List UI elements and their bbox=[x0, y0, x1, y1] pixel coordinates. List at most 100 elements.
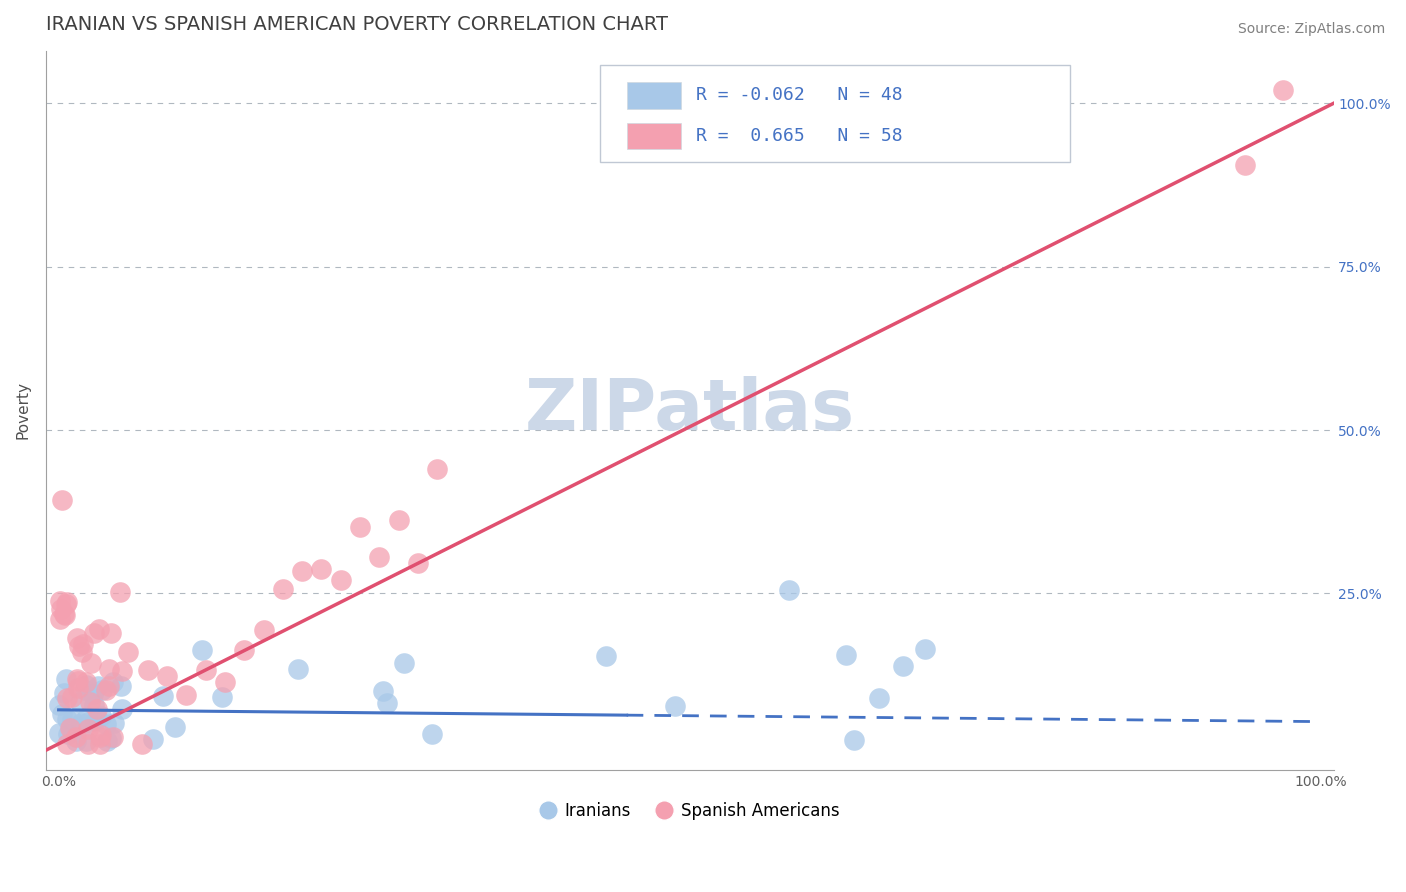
Point bbox=[65, 730, 87, 744]
Point bbox=[86, 702, 108, 716]
Point bbox=[66, 632, 89, 646]
Point bbox=[252, 623, 274, 637]
Point bbox=[60, 714, 83, 728]
Point bbox=[84, 714, 107, 729]
Point bbox=[131, 737, 153, 751]
Point bbox=[87, 679, 110, 693]
Point bbox=[100, 625, 122, 640]
Point bbox=[53, 686, 76, 700]
Point bbox=[48, 594, 70, 608]
Text: R =  0.665   N = 58: R = 0.665 N = 58 bbox=[696, 127, 903, 145]
Point bbox=[110, 585, 132, 599]
Point bbox=[55, 673, 77, 687]
Point bbox=[233, 643, 256, 657]
Point bbox=[1234, 158, 1257, 172]
Point bbox=[349, 520, 371, 534]
Point bbox=[291, 564, 314, 578]
Point bbox=[778, 583, 800, 598]
Text: R = -0.062   N = 48: R = -0.062 N = 48 bbox=[696, 87, 903, 104]
Point bbox=[90, 728, 112, 742]
Point bbox=[49, 602, 72, 616]
Point bbox=[110, 680, 132, 694]
Point bbox=[82, 687, 104, 701]
Point bbox=[89, 622, 111, 636]
Point bbox=[211, 690, 233, 704]
Point bbox=[176, 688, 198, 702]
Point bbox=[48, 612, 70, 626]
Point bbox=[426, 462, 449, 476]
Point bbox=[86, 711, 108, 725]
Point bbox=[891, 659, 914, 673]
Point bbox=[96, 734, 118, 748]
Point bbox=[136, 663, 159, 677]
Point bbox=[53, 607, 76, 622]
Point bbox=[55, 597, 77, 611]
Point bbox=[48, 698, 70, 712]
Point bbox=[842, 732, 865, 747]
Point bbox=[329, 573, 352, 587]
FancyBboxPatch shape bbox=[627, 123, 681, 149]
Point bbox=[111, 664, 134, 678]
Point bbox=[67, 681, 90, 695]
Point bbox=[1272, 83, 1295, 97]
Point bbox=[65, 734, 87, 748]
Point bbox=[142, 731, 165, 746]
Text: IRANIAN VS SPANISH AMERICAN POVERTY CORRELATION CHART: IRANIAN VS SPANISH AMERICAN POVERTY CORR… bbox=[46, 15, 668, 34]
Point bbox=[101, 675, 124, 690]
Point bbox=[75, 734, 97, 748]
Point bbox=[214, 674, 236, 689]
Text: ZIPatlas: ZIPatlas bbox=[524, 376, 855, 445]
Point bbox=[98, 679, 121, 693]
Point bbox=[90, 708, 112, 723]
Point bbox=[422, 727, 444, 741]
Point bbox=[117, 645, 139, 659]
Point bbox=[94, 717, 117, 731]
Point bbox=[77, 715, 100, 730]
Point bbox=[914, 641, 936, 656]
Point bbox=[83, 698, 105, 713]
Point bbox=[56, 712, 79, 726]
Point bbox=[67, 639, 90, 653]
Point bbox=[77, 722, 100, 736]
Point bbox=[55, 595, 77, 609]
Point bbox=[101, 730, 124, 744]
Y-axis label: Poverty: Poverty bbox=[15, 382, 30, 440]
Text: Source: ZipAtlas.com: Source: ZipAtlas.com bbox=[1237, 22, 1385, 37]
FancyBboxPatch shape bbox=[599, 65, 1070, 162]
FancyBboxPatch shape bbox=[627, 82, 681, 109]
Point bbox=[311, 562, 333, 576]
Point bbox=[56, 691, 79, 706]
Point bbox=[194, 664, 217, 678]
Point bbox=[368, 549, 391, 564]
Point bbox=[271, 582, 294, 596]
Point bbox=[834, 648, 856, 662]
Point bbox=[595, 649, 617, 664]
Point bbox=[664, 698, 686, 713]
Point bbox=[70, 644, 93, 658]
Point bbox=[51, 493, 73, 508]
Point bbox=[100, 731, 122, 745]
Point bbox=[152, 690, 174, 704]
Point bbox=[69, 716, 91, 731]
Point bbox=[69, 695, 91, 709]
Point bbox=[111, 702, 134, 716]
Point bbox=[73, 683, 96, 698]
Point bbox=[287, 662, 309, 676]
Point bbox=[156, 669, 179, 683]
Point bbox=[83, 626, 105, 640]
Point bbox=[89, 730, 111, 744]
Point bbox=[190, 643, 212, 657]
Point bbox=[75, 678, 97, 692]
Point bbox=[66, 672, 89, 686]
Point bbox=[51, 706, 73, 721]
Point bbox=[392, 657, 415, 671]
Point bbox=[72, 637, 94, 651]
Point bbox=[103, 715, 125, 730]
Point bbox=[53, 607, 76, 622]
Point bbox=[75, 674, 97, 689]
Point bbox=[80, 656, 103, 670]
Point bbox=[377, 696, 399, 710]
Point bbox=[373, 683, 395, 698]
Point bbox=[56, 737, 79, 751]
Point bbox=[406, 557, 429, 571]
